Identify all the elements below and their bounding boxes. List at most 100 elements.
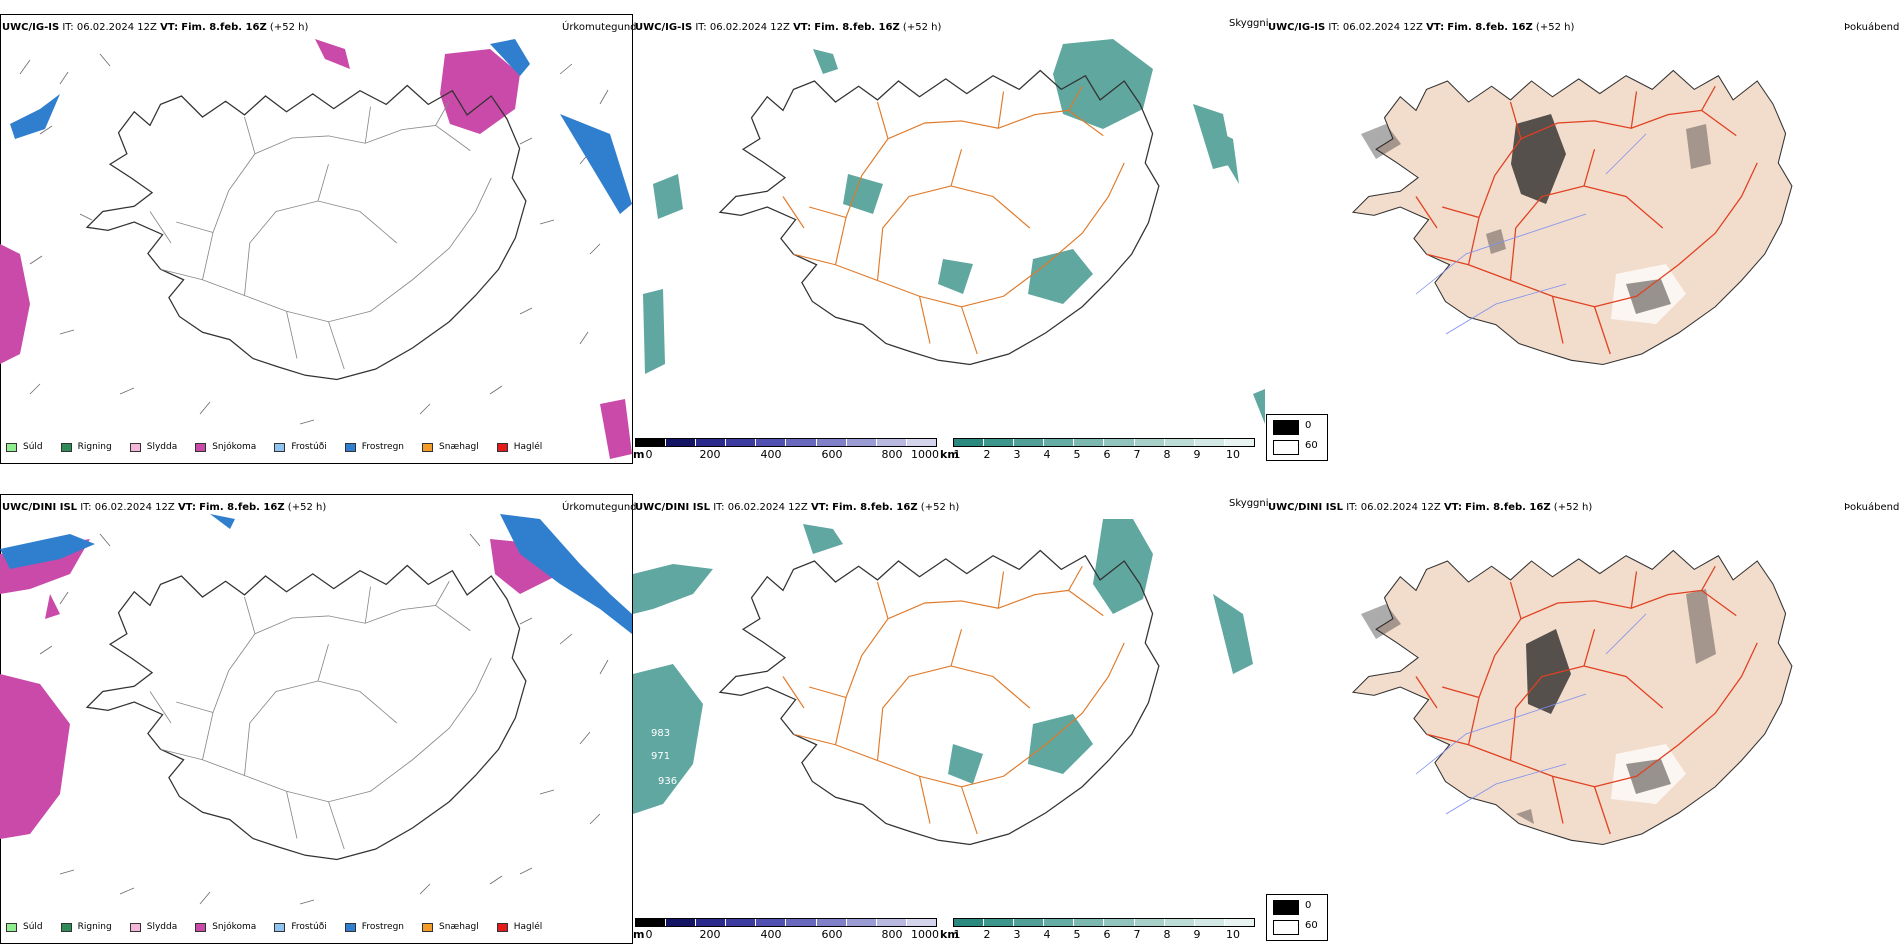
legend-item: Snjókoma — [195, 922, 256, 932]
precip-map — [0, 14, 633, 464]
legend-label: Frostúði — [291, 922, 327, 932]
height-ticks: 0 200 400 600 800 1000 — [635, 448, 940, 462]
valid-value: Fim. 8.feb. 16Z — [1447, 22, 1533, 33]
fog-map — [1352, 69, 1793, 366]
legend-label: Frostregn — [361, 442, 405, 452]
init-value: 06.02.2024 12Z — [76, 22, 157, 33]
tick-label: 2 — [983, 928, 991, 941]
valid-value: Fim. 8.feb. 16Z — [1465, 502, 1551, 513]
legend-item: Frostregn — [344, 922, 405, 932]
legend-label: 0 — [1305, 420, 1312, 431]
swatch — [6, 922, 17, 932]
panel-header: UWC/DINI ISL IT: 06.02.2024 12Z VT: Fim.… — [635, 502, 959, 513]
init-label: IT: — [62, 22, 74, 33]
swatch — [274, 922, 286, 932]
valid-label: VT: — [1443, 502, 1462, 513]
tick-label: 3 — [1013, 448, 1021, 461]
swatch — [195, 442, 207, 452]
tick-label: 0 — [645, 928, 653, 941]
init-value: 06.02.2024 12Z — [94, 502, 175, 513]
visibility-unit: km — [940, 448, 959, 461]
precip-panel-row1: UWC/IG-IS IT: 06.02.2024 12Z VT: Fim. 8.… — [0, 14, 637, 464]
tick-label: 8 — [1163, 928, 1171, 941]
fog-legend: 0 60 — [1266, 414, 1328, 461]
tick-label: 9 — [1193, 448, 1201, 461]
visibility-panel-row2: UWC/DINI ISL IT: 06.02.2024 12Z VT: Fim.… — [633, 494, 1269, 944]
height-ticks: 0 200 400 600 800 1000 — [635, 928, 940, 942]
visibility-panel-row1: UWC/IG-IS IT: 06.02.2024 12Z VT: Fim. 8.… — [633, 14, 1269, 464]
swatch — [344, 442, 356, 452]
precip-legend: Súld Rigning Slydda Snjókoma Frostúði Fr… — [6, 922, 560, 932]
swatch — [422, 442, 434, 452]
freezing-rain-area — [10, 39, 632, 214]
map-value-label: 936 — [658, 776, 677, 787]
lead-time: (+52 h) — [1553, 502, 1593, 513]
visibility-ticks: 1 2 3 4 5 6 7 8 9 10 — [953, 928, 1255, 942]
tick-label: 600 — [821, 448, 843, 461]
legend-label: Frostúði — [291, 442, 327, 452]
tick-label: 6 — [1103, 928, 1111, 941]
map-value-label: 940 — [1153, 576, 1172, 587]
panel-title: Þokuábendi — [1844, 22, 1900, 33]
legend-label: Snjókoma — [212, 442, 257, 452]
tick-label: 0 — [645, 448, 653, 461]
swatch — [129, 922, 141, 932]
tick-label: 400 — [760, 448, 782, 461]
model-name: UWC/IG-IS — [1268, 22, 1326, 33]
valid-value: Fim. 8.feb. 16Z — [814, 22, 900, 33]
legend-item: Súld — [6, 922, 43, 932]
swatch — [195, 922, 207, 932]
model-name: UWC/DINI ISL — [1268, 502, 1344, 513]
tick-label: 6 — [1103, 448, 1111, 461]
legend-label: 60 — [1305, 440, 1318, 451]
low-visibility-areas — [633, 519, 1253, 814]
init-label: IT: — [1346, 502, 1358, 513]
swatch — [129, 442, 141, 452]
swatch — [1273, 420, 1299, 435]
legend-label: Snæhagl — [439, 442, 479, 452]
legend-item: Rigning — [60, 442, 112, 452]
precip-map — [0, 494, 633, 944]
lead-time: (+52 h) — [287, 502, 327, 513]
legend-item: Rigning — [60, 922, 112, 932]
tick-label: 1000 — [911, 928, 939, 941]
legend-label: Frostregn — [361, 922, 405, 932]
tick-label: 9 — [1193, 928, 1201, 941]
panel-title: Þokuábendi — [1844, 502, 1900, 513]
snow-area — [440, 49, 520, 134]
lead-time: (+52 h) — [269, 22, 309, 33]
fog-map — [1352, 549, 1793, 846]
legend-item: Frostúði — [274, 442, 327, 452]
panel-header: UWC/IG-IS IT: 06.02.2024 12Z VT: Fim. 8.… — [635, 22, 941, 33]
swatch — [496, 442, 508, 452]
legend-label: Slydda — [146, 442, 178, 452]
swatch — [422, 922, 434, 932]
legend-label: 0 — [1305, 900, 1312, 911]
swatch — [60, 442, 72, 452]
swatch — [344, 922, 356, 932]
panel-header: UWC/IG-IS IT: 06.02.2024 12Z VT: Fim. 8.… — [2, 22, 308, 33]
lead-time: (+52 h) — [920, 502, 960, 513]
init-label: IT: — [695, 22, 707, 33]
init-label: IT: — [1328, 22, 1340, 33]
legend-item: Slydda — [129, 922, 177, 932]
height-unit: m — [633, 448, 645, 461]
model-name: UWC/IG-IS — [2, 22, 60, 33]
fog-panel-row1: UWC/IG-IS IT: 06.02.2024 12Z VT: Fim. 8.… — [1266, 14, 1900, 464]
swatch — [1273, 440, 1299, 455]
wind-barbs — [19, 53, 609, 425]
swatch — [60, 922, 72, 932]
legend-label: Haglél — [513, 922, 543, 932]
model-name: UWC/DINI ISL — [635, 502, 711, 513]
tick-label: 10 — [1226, 448, 1240, 461]
panel-title: Skyggni — [1229, 498, 1269, 509]
legend-item: Slydda — [129, 442, 178, 452]
legend-item: Frostúði — [274, 922, 327, 932]
valid-label: VT: — [1426, 22, 1445, 33]
swatch — [6, 442, 17, 452]
tick-label: 800 — [881, 928, 903, 941]
panel-header: UWC/DINI ISL IT: 06.02.2024 12Z VT: Fim.… — [1268, 502, 1592, 513]
map-value-label: 971 — [651, 751, 670, 762]
rivers — [1415, 133, 1647, 335]
precip-panel-row2: UWC/DINI ISL IT: 06.02.2024 12Z VT: Fim.… — [0, 494, 637, 944]
